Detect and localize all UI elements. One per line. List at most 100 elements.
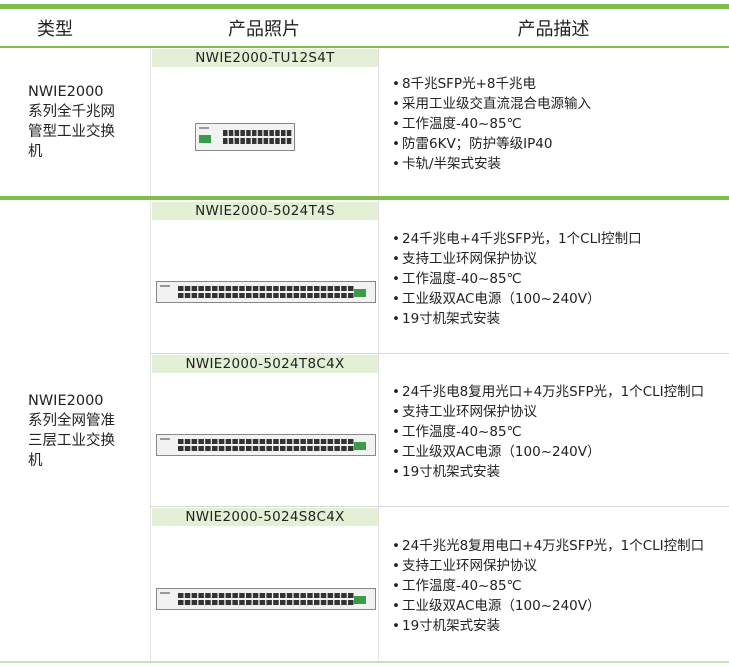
photo-part	[225, 286, 232, 291]
photo-part	[273, 293, 279, 298]
photo-part	[225, 593, 232, 598]
photo-part	[280, 293, 286, 298]
photo-part	[228, 130, 234, 136]
category-line: 机	[28, 453, 43, 469]
category-line: 三层工业交换	[28, 433, 115, 449]
photo-part	[286, 293, 293, 298]
category-line: 系列全网管准	[28, 413, 115, 429]
model-name: NWIE2000-5024T8C4X	[152, 355, 378, 373]
photo-part	[198, 600, 204, 605]
photo-part	[300, 293, 306, 298]
photo-part	[225, 293, 232, 298]
category-line: 管型工业交换	[28, 124, 115, 140]
photo-part	[273, 593, 279, 598]
photo-part	[266, 600, 272, 605]
photo-part	[252, 446, 259, 451]
photo-part	[348, 286, 354, 291]
feature-item: 工业级双AC电源（100~240V）	[392, 290, 710, 308]
photo-part	[348, 439, 354, 444]
photo-part	[275, 138, 280, 144]
photo-part	[286, 600, 293, 605]
model-name: NWIE2000-5024S8C4X	[152, 508, 378, 526]
photo-part	[246, 138, 251, 144]
photo-part	[286, 130, 292, 136]
photo-part	[269, 130, 274, 136]
column-divider	[378, 48, 379, 196]
group-rule	[0, 196, 729, 200]
photo-part	[300, 593, 306, 598]
photo-part	[218, 293, 225, 298]
photo-part	[212, 446, 218, 451]
photo-part	[257, 130, 263, 136]
photo-part	[178, 286, 184, 291]
photo-part	[239, 446, 245, 451]
photo-part	[195, 123, 295, 151]
photo-part	[199, 127, 209, 129]
photo-part	[314, 600, 320, 605]
photo-part	[246, 286, 252, 291]
photo-part	[198, 439, 204, 444]
photo-part	[178, 600, 184, 605]
top-rule	[0, 4, 729, 9]
photo-part	[234, 130, 240, 136]
photo-part	[354, 442, 366, 450]
photo-part	[246, 130, 251, 136]
photo-part	[327, 293, 334, 298]
photo-part	[178, 293, 184, 298]
photo-part	[348, 293, 354, 298]
photo-part	[232, 446, 238, 451]
photo-part	[184, 293, 191, 298]
photo-part	[354, 289, 366, 297]
photo-part	[218, 593, 225, 598]
category-line: 系列全千兆网	[28, 104, 115, 120]
photo-part	[307, 286, 313, 291]
row-rule	[150, 353, 729, 354]
photo-part	[263, 130, 269, 136]
photo-part	[252, 138, 257, 144]
photo-part	[198, 293, 204, 298]
photo-part	[273, 286, 279, 291]
photo-part	[198, 593, 204, 598]
photo-part	[314, 593, 320, 598]
photo-part	[314, 446, 320, 451]
group-rule	[0, 661, 729, 663]
category-cell: NWIE2000 系列全千兆网 管型工业交换机	[28, 48, 148, 196]
photo-part	[225, 439, 232, 444]
feature-item: 卡轨/半架式安装	[392, 155, 710, 173]
photo-part	[191, 293, 198, 298]
photo-part	[212, 593, 218, 598]
photo-part	[320, 446, 327, 451]
feature-item: 工作温度-40~85℃	[392, 270, 710, 288]
product-photo	[156, 588, 376, 610]
photo-part	[199, 135, 211, 143]
photo-part	[293, 293, 300, 298]
photo-part	[320, 600, 327, 605]
photo-part	[191, 593, 198, 598]
photo-part	[156, 588, 376, 610]
photo-part	[307, 446, 313, 451]
product-photo	[156, 281, 376, 303]
photo-part	[225, 600, 232, 605]
photo-part	[240, 130, 245, 136]
photo-part	[191, 446, 198, 451]
photo-part	[286, 439, 293, 444]
photo-part	[341, 446, 347, 451]
photo-part	[232, 293, 238, 298]
photo-part	[266, 593, 272, 598]
photo-part	[263, 138, 269, 144]
photo-part	[252, 439, 259, 444]
photo-part	[300, 600, 306, 605]
photo-part	[348, 593, 354, 598]
header-rule	[0, 46, 729, 48]
category-line: NWIE2000	[28, 393, 104, 409]
photo-part	[320, 293, 327, 298]
photo-part	[184, 593, 191, 598]
feature-item: 支持工业环网保护协议	[392, 250, 710, 268]
photo-part	[341, 600, 347, 605]
photo-part	[156, 281, 376, 303]
photo-part	[191, 286, 198, 291]
photo-part	[259, 293, 266, 298]
photo-part	[273, 439, 279, 444]
photo-part	[266, 439, 272, 444]
category-line: 机	[28, 144, 43, 160]
